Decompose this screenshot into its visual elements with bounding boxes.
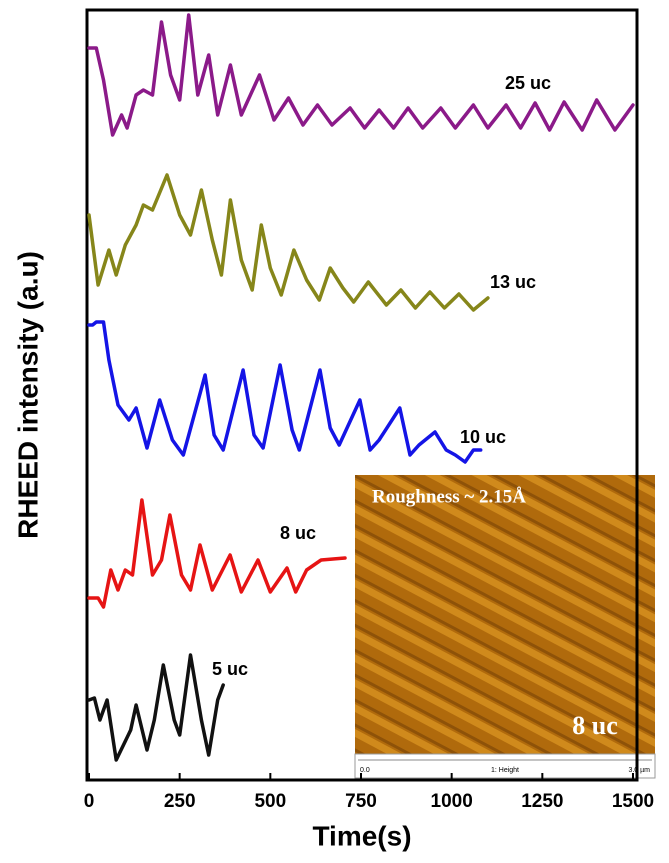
x-tick-label: 500 <box>254 791 286 812</box>
series-label: 8 uc <box>280 523 316 543</box>
x-tick-label: 1500 <box>612 791 654 812</box>
x-tick-label: 1000 <box>431 791 473 812</box>
series-label: 5 uc <box>212 659 248 679</box>
x-tick-label: 250 <box>164 791 196 812</box>
x-tick-label: 750 <box>345 791 377 812</box>
chart: 0.0 1: Height 3.0 µm Roughness ~ 2.15Å 8… <box>0 0 669 863</box>
series-label: 10 uc <box>460 427 506 447</box>
x-axis-title: Time(s) <box>312 820 411 851</box>
series-line <box>89 175 488 310</box>
afm-scale-start: 0.0 <box>360 767 370 774</box>
afm-sample: 8 uc <box>572 711 618 740</box>
y-axis-title: RHEED intensity (a.u) <box>12 251 43 539</box>
series-line <box>89 500 345 607</box>
series-line <box>89 655 223 760</box>
series-label: 13 uc <box>490 272 536 292</box>
afm-channel: 1: Height <box>491 767 519 774</box>
x-tick-label: 1250 <box>521 791 563 812</box>
series-label: 25 uc <box>505 73 551 93</box>
series-line <box>89 15 633 135</box>
x-tick-label: 0 <box>84 791 95 812</box>
series-line <box>89 322 481 462</box>
afm-scale-end: 3.0 µm <box>628 767 650 774</box>
afm-caption: Roughness ~ 2.15Å <box>372 486 526 507</box>
